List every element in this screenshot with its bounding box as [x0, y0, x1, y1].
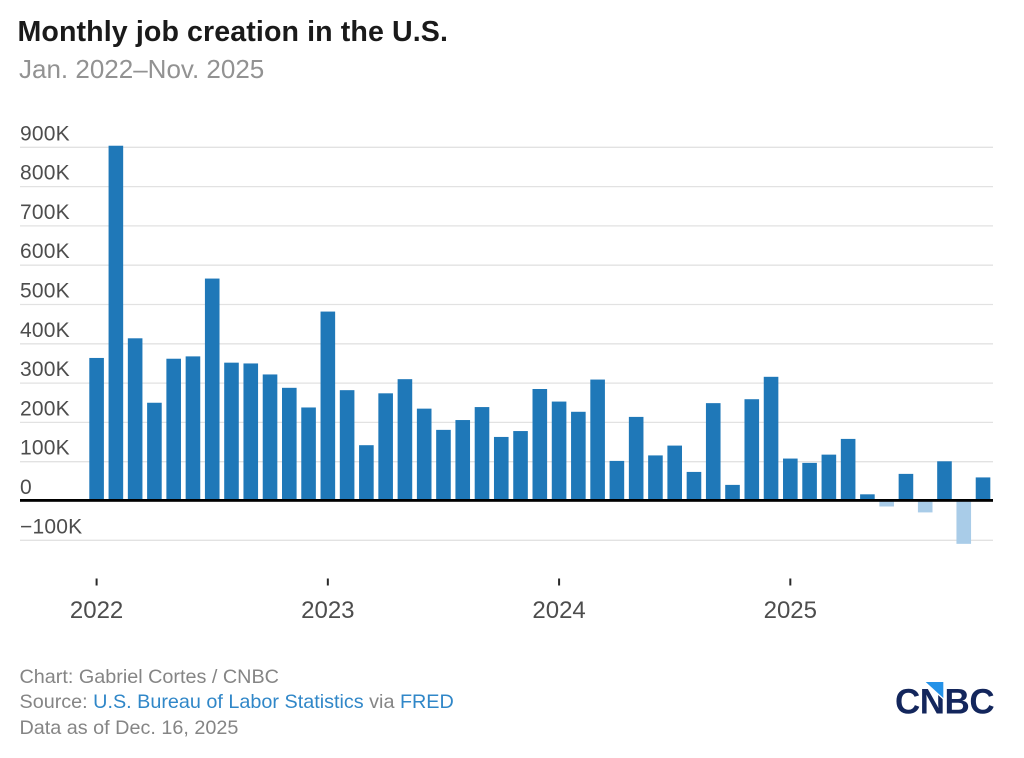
svg-text:800K: 800K: [20, 162, 70, 185]
svg-text:2024: 2024: [532, 597, 585, 624]
svg-text:400K: 400K: [20, 319, 70, 342]
svg-text:100K: 100K: [20, 437, 70, 460]
svg-text:500K: 500K: [20, 280, 70, 303]
svg-text:CNBC: CNBC: [895, 683, 994, 722]
svg-text:0: 0: [20, 476, 32, 499]
svg-text:2022: 2022: [70, 597, 123, 624]
svg-text:700K: 700K: [20, 201, 70, 224]
svg-text:300K: 300K: [20, 358, 70, 381]
svg-text:−100K: −100K: [20, 515, 82, 538]
svg-text:600K: 600K: [20, 240, 70, 263]
svg-text:900K: 900K: [20, 122, 70, 145]
svg-text:2023: 2023: [301, 597, 354, 624]
svg-text:200K: 200K: [20, 397, 70, 420]
svg-text:2025: 2025: [764, 597, 817, 624]
